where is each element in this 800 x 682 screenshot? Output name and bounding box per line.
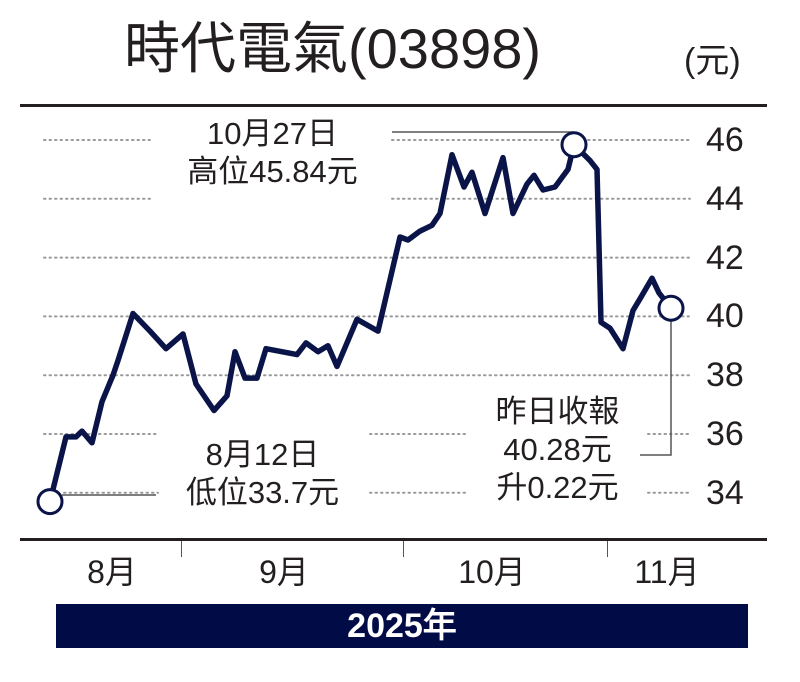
x-tick-oct: 10月 — [458, 554, 526, 590]
price-line — [47, 141, 674, 505]
close-change: 升0.22元 — [496, 470, 619, 505]
low-price: 低位33.7元 — [185, 475, 340, 510]
x-tick-aug: 8月 — [87, 554, 137, 590]
high-marker-icon — [560, 131, 588, 159]
high-annotation: 10月27日 高位45.84元 — [160, 115, 385, 191]
y-tick-44: 44 — [706, 180, 744, 218]
low-marker-icon — [36, 488, 64, 516]
low-annotation: 8月12日 低位33.7元 — [160, 436, 365, 512]
x-tick-nov: 11月 — [634, 554, 700, 590]
x-tick-sep: 9月 — [259, 554, 309, 590]
x-axis-line — [20, 538, 767, 541]
month-divider — [607, 541, 608, 557]
unit-label: (元) — [684, 42, 741, 80]
leader-line — [392, 131, 574, 140]
year-banner: 2025年 — [56, 604, 748, 648]
y-tick-38: 38 — [706, 356, 744, 394]
y-tick-36: 36 — [706, 415, 744, 453]
top-rule — [20, 104, 767, 107]
y-tick-46: 46 — [706, 121, 744, 159]
high-date: 10月27日 — [207, 116, 338, 151]
leader-line — [640, 318, 672, 456]
chart-title: 時代電氣(03898) — [124, 17, 542, 80]
y-tick-34: 34 — [706, 474, 744, 512]
close-marker-icon — [657, 294, 685, 322]
close-label: 昨日收報 — [495, 394, 620, 429]
y-tick-42: 42 — [706, 239, 744, 277]
close-price: 40.28元 — [503, 432, 612, 467]
month-divider — [403, 541, 404, 557]
y-tick-40: 40 — [706, 297, 744, 335]
low-date: 8月12日 — [205, 437, 320, 472]
month-divider — [181, 541, 182, 557]
close-annotation: 昨日收報 40.28元 升0.22元 — [475, 393, 640, 507]
high-price: 高位45.84元 — [187, 154, 358, 189]
